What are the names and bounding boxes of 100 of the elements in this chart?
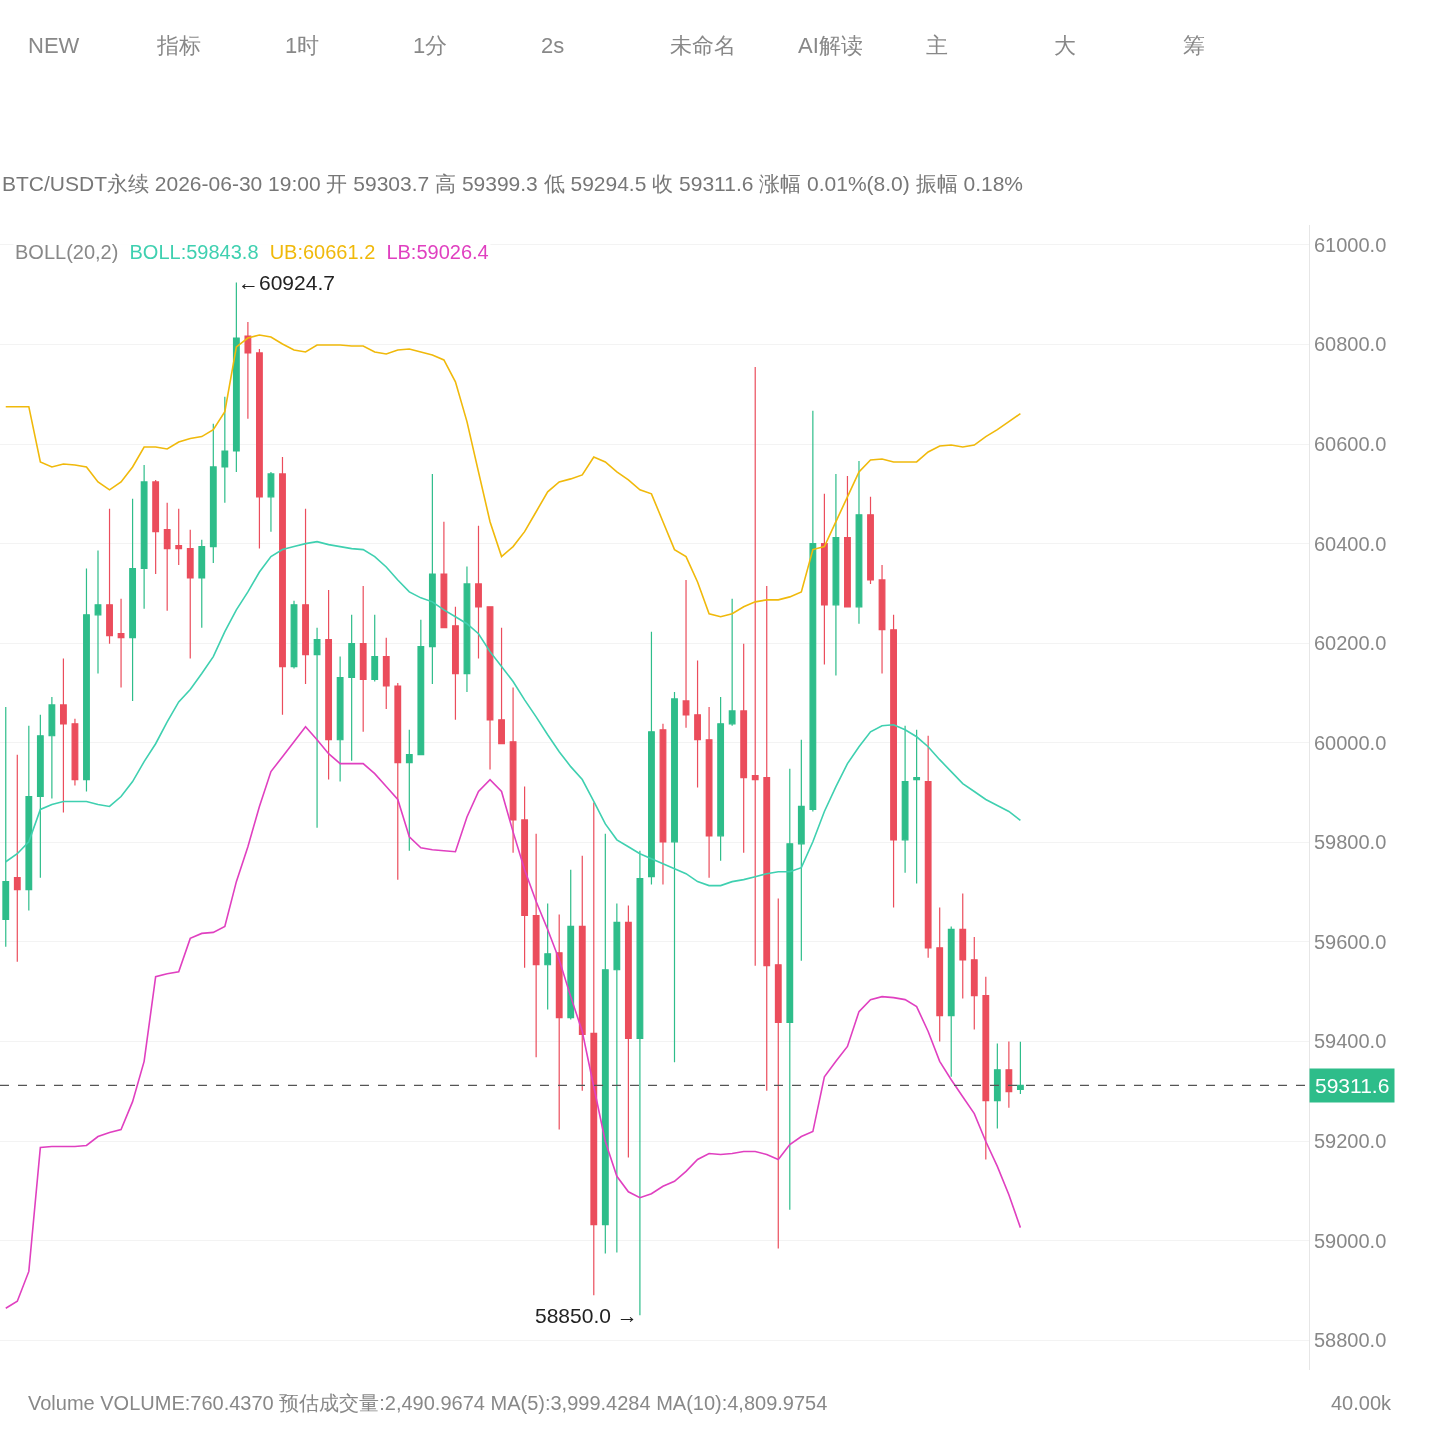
candlestick bbox=[774, 897, 782, 1250]
text: 指标 bbox=[156, 33, 201, 58]
candlestick bbox=[924, 735, 932, 959]
candlestick bbox=[959, 892, 967, 1000]
candlestick bbox=[486, 606, 494, 771]
ref-line-label: 59311.6 bbox=[1315, 1074, 1390, 1097]
candlestick bbox=[359, 585, 367, 733]
candlestick bbox=[232, 281, 240, 473]
y-tick-label: 59600.0 bbox=[1314, 930, 1387, 953]
candlestick bbox=[970, 936, 978, 1031]
candlestick bbox=[48, 696, 56, 800]
candlestick bbox=[682, 579, 690, 729]
candlestick bbox=[763, 585, 771, 1092]
candlestick bbox=[993, 1042, 1001, 1130]
candlestick bbox=[694, 660, 701, 789]
candlestick bbox=[797, 739, 805, 962]
candlestick bbox=[83, 567, 90, 793]
candlestick bbox=[613, 902, 621, 1254]
candlestick bbox=[256, 348, 263, 550]
candlestick bbox=[313, 627, 321, 829]
y-tick-label: 59800.0 bbox=[1314, 831, 1387, 854]
candlestick bbox=[2, 706, 10, 948]
annotation: 58850.0 → bbox=[535, 1304, 638, 1327]
candlestick bbox=[244, 321, 252, 420]
candlestick bbox=[751, 366, 759, 967]
candlestick bbox=[440, 521, 448, 629]
candlestick bbox=[636, 850, 644, 1316]
candlestick bbox=[648, 631, 655, 886]
candlestick bbox=[820, 493, 828, 666]
candlestick bbox=[428, 473, 436, 685]
y-tick-label: 60200.0 bbox=[1314, 632, 1387, 655]
candlestick bbox=[855, 460, 863, 625]
candlestick bbox=[809, 410, 817, 813]
candlestick bbox=[36, 714, 44, 879]
text: 未命名 bbox=[670, 33, 736, 58]
candlestick bbox=[117, 598, 125, 689]
candlestick bbox=[25, 725, 33, 912]
candlestick bbox=[140, 464, 148, 610]
text: 40.00k bbox=[1331, 1392, 1393, 1414]
candlestick bbox=[463, 565, 471, 693]
annotation: ←60924.7 bbox=[238, 271, 335, 294]
candlestick bbox=[947, 925, 955, 1078]
candlestick bbox=[382, 637, 390, 710]
candlestick bbox=[279, 456, 286, 716]
candlestick bbox=[867, 496, 874, 585]
candlestick bbox=[152, 479, 160, 575]
candlestick bbox=[405, 729, 413, 852]
candlestick bbox=[567, 869, 575, 1021]
candlestick bbox=[371, 614, 379, 683]
candlestick bbox=[578, 855, 586, 1092]
candlestick bbox=[786, 768, 794, 1211]
candlestick bbox=[475, 525, 482, 660]
candlestick bbox=[417, 619, 425, 756]
y-tick-label: 60000.0 bbox=[1314, 731, 1387, 754]
text: AI解读 bbox=[798, 33, 863, 58]
candlestick bbox=[878, 564, 886, 675]
text: LB:59026.4 bbox=[386, 241, 489, 263]
text: 主 bbox=[926, 33, 948, 58]
candlestick bbox=[521, 785, 529, 969]
candlestick bbox=[590, 801, 598, 1296]
candlestick bbox=[890, 614, 897, 909]
candlestick bbox=[325, 589, 333, 781]
y-tick-label: 58800.0 bbox=[1314, 1329, 1387, 1352]
candlestick bbox=[832, 473, 840, 677]
text: Volume VOLUME:760.4370 预估成交量:2,490.9674 MA(5):3,999.4284 MA(10):4,809.9754 bbox=[28, 1392, 828, 1414]
candlestick bbox=[982, 976, 990, 1161]
text: BOLL:59843.8 bbox=[129, 241, 259, 263]
candlestick bbox=[209, 423, 217, 564]
candlestick bbox=[94, 549, 102, 675]
candlestick bbox=[13, 754, 21, 963]
candlestick bbox=[348, 614, 356, 762]
candlestick bbox=[129, 498, 137, 702]
candlestick bbox=[394, 682, 402, 881]
candlestick bbox=[302, 508, 309, 685]
candlestick bbox=[601, 833, 609, 1255]
y-tick-label: 60800.0 bbox=[1314, 333, 1387, 356]
candlestick bbox=[509, 686, 517, 854]
candlestick bbox=[175, 508, 183, 566]
text: BOLL(20,2) bbox=[15, 241, 119, 263]
text: 大 bbox=[1054, 33, 1076, 58]
candlestick bbox=[532, 833, 540, 1058]
candlestick bbox=[844, 475, 851, 608]
chart-title: BTC/USDT永续 2026-06-30 19:00 开 59303.7 高 59399.3 低 59294.5 收 59311.6 涨幅 0.01%(8.0) 振幅 0.18% bbox=[2, 172, 1024, 195]
candlestick bbox=[71, 718, 79, 787]
candlestick bbox=[186, 529, 194, 660]
y-tick-label: 61000.0 bbox=[1314, 233, 1387, 256]
candlestick bbox=[705, 706, 713, 879]
candlestick bbox=[452, 606, 459, 721]
candlestick bbox=[717, 696, 725, 862]
y-tick-label: 60400.0 bbox=[1314, 532, 1387, 555]
text: UB:60661.2 bbox=[269, 241, 376, 263]
candlestick bbox=[1005, 1040, 1013, 1109]
candlestick bbox=[267, 471, 275, 533]
candlestick bbox=[901, 725, 909, 874]
candlestick bbox=[740, 643, 748, 854]
candlestick bbox=[498, 627, 505, 745]
text: 1时 bbox=[285, 33, 320, 58]
candlestick bbox=[671, 691, 678, 1063]
y-tick-label: 59000.0 bbox=[1314, 1229, 1387, 1252]
candlestick bbox=[728, 598, 736, 727]
